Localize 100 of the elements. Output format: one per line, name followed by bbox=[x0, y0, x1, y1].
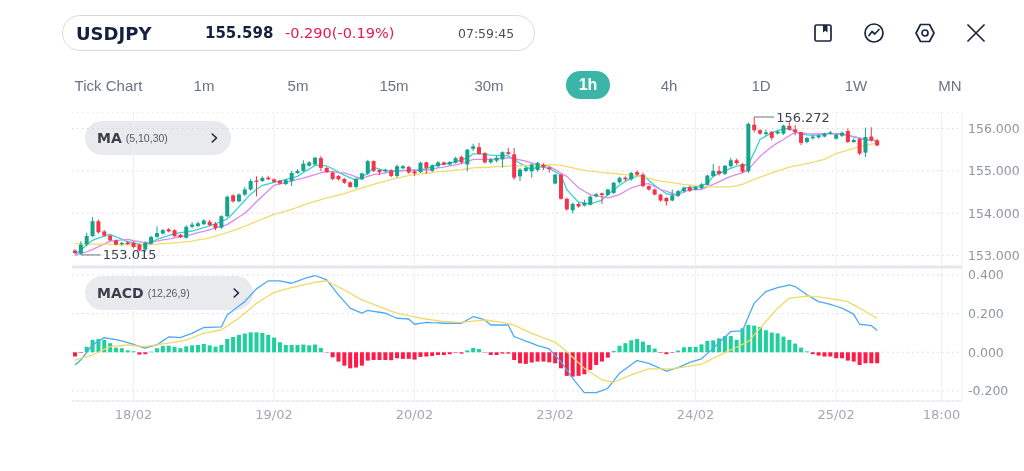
text: 07:59:45 bbox=[458, 25, 515, 41]
bar bbox=[283, 344, 288, 353]
bar bbox=[184, 346, 189, 353]
bar bbox=[752, 325, 757, 353]
bar bbox=[635, 338, 640, 353]
x-tick-label: 19/02 bbox=[255, 407, 293, 423]
x-tick-label: 24/02 bbox=[676, 407, 715, 423]
text: MACD bbox=[97, 285, 144, 301]
text: 15m bbox=[379, 76, 409, 94]
bar bbox=[845, 352, 850, 361]
bar bbox=[646, 344, 651, 353]
candlestick bbox=[90, 216, 95, 238]
candlestick bbox=[717, 165, 722, 177]
bar bbox=[834, 352, 839, 359]
bar bbox=[359, 352, 364, 366]
bar bbox=[342, 352, 347, 366]
bar bbox=[289, 344, 294, 353]
bar bbox=[395, 352, 400, 359]
candlestick bbox=[512, 147, 517, 181]
bar bbox=[154, 348, 159, 353]
bar bbox=[195, 344, 200, 353]
candlestick bbox=[400, 164, 405, 170]
text: 1W bbox=[844, 76, 868, 94]
bar bbox=[248, 332, 253, 353]
bar bbox=[365, 352, 370, 361]
candlestick bbox=[465, 148, 470, 172]
bar bbox=[588, 352, 593, 370]
bar bbox=[137, 352, 142, 355]
candlestick bbox=[840, 130, 845, 138]
y-tick-label: 0.200 bbox=[968, 306, 1004, 322]
bar bbox=[840, 352, 845, 359]
text: (12,26,9) bbox=[147, 287, 190, 299]
x-tick-label: 18:00 bbox=[922, 407, 961, 423]
bar bbox=[875, 352, 880, 364]
candlestick bbox=[594, 192, 599, 199]
y-tick-label: 155.000 bbox=[968, 163, 1020, 179]
x-tick-label: 23/02 bbox=[536, 407, 574, 423]
bar bbox=[441, 352, 446, 355]
candlestick bbox=[225, 194, 230, 218]
bar bbox=[471, 348, 476, 353]
candlestick bbox=[599, 191, 604, 205]
y-tick-label: 154.000 bbox=[968, 205, 1020, 221]
y-tick-label: 0.400 bbox=[968, 267, 1004, 283]
bar bbox=[687, 346, 692, 353]
candlestick bbox=[190, 221, 195, 229]
bar bbox=[225, 338, 230, 353]
bar bbox=[477, 348, 482, 353]
candlestick bbox=[863, 127, 868, 158]
bar bbox=[231, 337, 236, 353]
y-tick-label: -0.200 bbox=[968, 383, 1009, 399]
bar bbox=[547, 352, 552, 363]
bar bbox=[787, 339, 792, 353]
bar bbox=[201, 343, 206, 353]
bar bbox=[763, 330, 768, 353]
bar bbox=[570, 352, 575, 377]
bar bbox=[400, 352, 405, 359]
text: Tick Chart bbox=[74, 76, 143, 94]
bar bbox=[851, 352, 856, 362]
text: 4h bbox=[660, 76, 678, 94]
y-tick-label: 156.000 bbox=[968, 120, 1020, 136]
candlestick bbox=[635, 169, 640, 177]
bar bbox=[348, 352, 353, 369]
bar bbox=[594, 352, 599, 366]
bar bbox=[424, 352, 429, 357]
bar bbox=[318, 348, 323, 353]
x-tick-label: 25/02 bbox=[817, 407, 855, 423]
bar bbox=[277, 342, 282, 353]
bar bbox=[307, 345, 312, 353]
bar bbox=[869, 352, 874, 364]
bar bbox=[828, 352, 833, 357]
bar bbox=[236, 334, 241, 353]
text: 1h bbox=[578, 76, 598, 94]
bar bbox=[383, 352, 388, 361]
bar bbox=[605, 352, 610, 358]
text: 1m bbox=[193, 76, 215, 94]
text: 30m bbox=[474, 76, 504, 94]
text: 1D bbox=[751, 76, 771, 94]
bar bbox=[190, 345, 195, 353]
candlestick bbox=[272, 177, 277, 184]
bar bbox=[599, 352, 604, 362]
annotation: 156.272 bbox=[776, 109, 830, 125]
text: -0.290(-0.19%) bbox=[285, 25, 395, 41]
bar bbox=[523, 352, 528, 364]
bar bbox=[166, 345, 171, 353]
text: (5,10,30) bbox=[125, 132, 168, 144]
bar bbox=[681, 347, 686, 353]
y-tick-label: 0.000 bbox=[968, 344, 1004, 360]
bar bbox=[242, 333, 247, 353]
bar bbox=[406, 352, 411, 359]
bar bbox=[769, 332, 774, 353]
bar bbox=[722, 336, 727, 353]
candlestick bbox=[154, 225, 159, 239]
bar bbox=[272, 337, 277, 353]
bar bbox=[640, 341, 645, 353]
x-tick-label: 18/02 bbox=[114, 407, 153, 423]
bar bbox=[512, 352, 517, 361]
bar bbox=[529, 352, 534, 363]
bar bbox=[207, 345, 212, 353]
y-tick-label: 153.000 bbox=[968, 248, 1020, 263]
bar bbox=[266, 334, 271, 353]
